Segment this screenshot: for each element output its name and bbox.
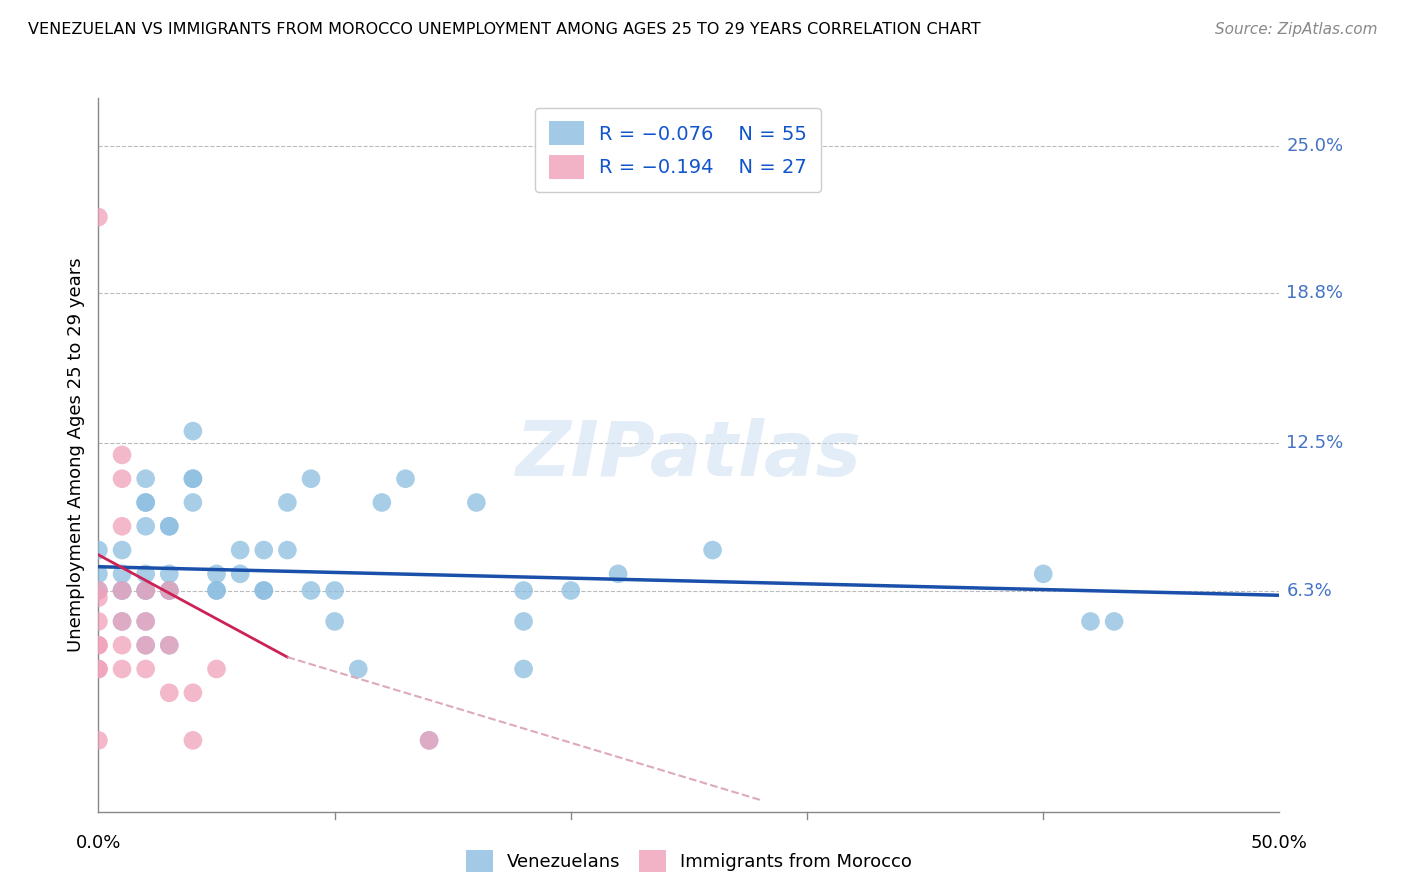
- Point: [253, 543, 276, 558]
- Point: [111, 615, 134, 629]
- Point: [87, 615, 110, 629]
- Point: [465, 495, 488, 509]
- Point: [87, 210, 110, 224]
- Point: [87, 583, 110, 598]
- Point: [135, 638, 157, 652]
- Point: [111, 638, 134, 652]
- Point: [157, 519, 180, 533]
- Text: 25.0%: 25.0%: [1286, 136, 1344, 154]
- Point: [157, 583, 180, 598]
- Text: 12.5%: 12.5%: [1286, 434, 1344, 452]
- Point: [276, 495, 298, 509]
- Point: [135, 615, 157, 629]
- Point: [181, 424, 204, 438]
- Point: [157, 566, 180, 581]
- Text: 0.0%: 0.0%: [76, 834, 121, 852]
- Point: [205, 662, 228, 676]
- Point: [111, 448, 134, 462]
- Point: [299, 583, 322, 598]
- Text: 50.0%: 50.0%: [1251, 834, 1308, 852]
- Point: [371, 495, 394, 509]
- Point: [135, 583, 157, 598]
- Point: [181, 686, 204, 700]
- Point: [111, 472, 134, 486]
- Point: [607, 566, 630, 581]
- Point: [135, 583, 157, 598]
- Point: [512, 615, 534, 629]
- Text: 6.3%: 6.3%: [1286, 582, 1333, 599]
- Point: [253, 583, 276, 598]
- Point: [299, 472, 322, 486]
- Point: [111, 583, 134, 598]
- Point: [87, 662, 110, 676]
- Point: [111, 543, 134, 558]
- Point: [157, 583, 180, 598]
- Point: [205, 583, 228, 598]
- Point: [87, 583, 110, 598]
- Point: [111, 662, 134, 676]
- Point: [1102, 615, 1125, 629]
- Point: [181, 472, 204, 486]
- Point: [111, 583, 134, 598]
- Point: [157, 638, 180, 652]
- Point: [157, 519, 180, 533]
- Point: [181, 495, 204, 509]
- Point: [111, 566, 134, 581]
- Point: [87, 733, 110, 747]
- Text: Source: ZipAtlas.com: Source: ZipAtlas.com: [1215, 22, 1378, 37]
- Point: [87, 543, 110, 558]
- Point: [135, 519, 157, 533]
- Point: [560, 583, 582, 598]
- Point: [418, 733, 440, 747]
- Point: [135, 638, 157, 652]
- Point: [135, 662, 157, 676]
- Point: [702, 543, 724, 558]
- Point: [205, 583, 228, 598]
- Point: [253, 583, 276, 598]
- Point: [276, 543, 298, 558]
- Point: [1080, 615, 1102, 629]
- Point: [157, 686, 180, 700]
- Point: [157, 583, 180, 598]
- Point: [135, 566, 157, 581]
- Point: [87, 638, 110, 652]
- Point: [181, 733, 204, 747]
- Point: [87, 566, 110, 581]
- Point: [323, 583, 346, 598]
- Point: [135, 495, 157, 509]
- Point: [87, 638, 110, 652]
- Point: [512, 662, 534, 676]
- Point: [87, 662, 110, 676]
- Point: [1032, 566, 1054, 581]
- Point: [512, 583, 534, 598]
- Point: [87, 591, 110, 605]
- Point: [135, 615, 157, 629]
- Point: [229, 543, 252, 558]
- Point: [111, 583, 134, 598]
- Point: [347, 662, 370, 676]
- Point: [111, 519, 134, 533]
- Text: ZIPatlas: ZIPatlas: [516, 418, 862, 491]
- Point: [205, 566, 228, 581]
- Point: [135, 495, 157, 509]
- Point: [111, 615, 134, 629]
- Legend: Venezuelans, Immigrants from Morocco: Venezuelans, Immigrants from Morocco: [457, 841, 921, 881]
- Y-axis label: Unemployment Among Ages 25 to 29 years: Unemployment Among Ages 25 to 29 years: [66, 258, 84, 652]
- Point: [418, 733, 440, 747]
- Point: [181, 472, 204, 486]
- Point: [157, 638, 180, 652]
- Text: VENEZUELAN VS IMMIGRANTS FROM MOROCCO UNEMPLOYMENT AMONG AGES 25 TO 29 YEARS COR: VENEZUELAN VS IMMIGRANTS FROM MOROCCO UN…: [28, 22, 981, 37]
- Point: [394, 472, 416, 486]
- Point: [229, 566, 252, 581]
- Point: [135, 583, 157, 598]
- Text: 18.8%: 18.8%: [1286, 285, 1344, 302]
- Point: [323, 615, 346, 629]
- Point: [135, 472, 157, 486]
